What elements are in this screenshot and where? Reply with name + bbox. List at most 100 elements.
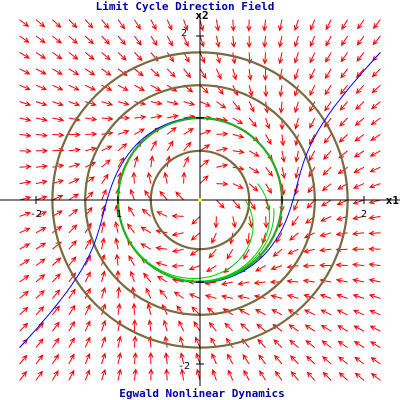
direction-arrow [248, 101, 255, 113]
direction-arrow [341, 19, 349, 30]
direction-arrow [352, 309, 365, 316]
direction-arrow [101, 303, 107, 315]
direction-arrow [270, 294, 283, 300]
direction-arrow [288, 324, 299, 332]
direction-arrow [68, 68, 80, 76]
direction-arrow [84, 238, 92, 250]
direction-arrow [179, 352, 185, 365]
x-tick-label: 2 [361, 209, 367, 220]
direction-arrow [253, 280, 266, 286]
direction-arrow [355, 101, 365, 110]
direction-arrow [306, 371, 316, 381]
direction-arrow [19, 164, 32, 170]
direction-arrow [134, 114, 147, 120]
direction-arrow [166, 19, 173, 31]
direction-arrow [134, 35, 142, 46]
direction-arrow [19, 179, 32, 186]
direction-arrow [308, 150, 316, 162]
direction-arrow [321, 340, 332, 348]
direction-arrow [220, 294, 233, 300]
direction-arrow [369, 150, 381, 157]
direction-arrow [226, 353, 234, 365]
direction-arrow [353, 166, 365, 174]
direction-arrow [263, 216, 269, 229]
direction-arrow [303, 293, 315, 299]
direction-arrow [309, 117, 316, 129]
direction-arrow [309, 68, 316, 80]
direction-arrow [35, 132, 49, 138]
direction-arrow [100, 220, 106, 233]
direction-arrow [117, 129, 130, 135]
direction-arrow [278, 101, 285, 114]
y-axis-label: x2 [195, 9, 208, 22]
direction-arrow [293, 35, 299, 48]
direction-arrow [101, 159, 111, 168]
direction-arrow [293, 101, 299, 114]
direction-arrow [224, 322, 234, 332]
direction-arrow [290, 371, 299, 381]
direction-arrow [232, 133, 245, 139]
direction-arrow [117, 143, 128, 152]
direction-arrow [117, 19, 126, 30]
direction-arrow [51, 353, 60, 365]
direction-arrow [35, 163, 49, 170]
direction-arrow [231, 216, 237, 229]
direction-arrow [262, 35, 268, 49]
direction-arrow [155, 245, 168, 251]
direction-arrow [85, 131, 98, 137]
direction-arrow [262, 52, 268, 65]
direction-arrow [294, 167, 300, 180]
direction-arrow [290, 355, 299, 365]
direction-arrow [188, 293, 201, 299]
direction-arrow [114, 237, 120, 250]
direction-arrow [227, 369, 234, 381]
direction-arrow [370, 341, 381, 349]
direction-arrow [248, 85, 254, 98]
direction-arrow [68, 19, 78, 29]
direction-arrow [35, 338, 44, 348]
direction-arrow [216, 101, 227, 109]
direction-arrow [356, 52, 365, 62]
direction-arrow [199, 159, 210, 168]
direction-arrow [309, 35, 316, 48]
direction-arrow [305, 339, 316, 348]
direction-arrow [101, 52, 111, 61]
direction-arrow [145, 287, 152, 299]
direction-arrow [84, 68, 96, 76]
direction-arrow [35, 305, 45, 316]
direction-arrow [100, 237, 106, 250]
direction-arrow [84, 271, 91, 283]
direction-arrow [68, 162, 81, 168]
direction-arrow [319, 247, 332, 253]
direction-arrow [146, 302, 152, 315]
direction-arrow [324, 84, 332, 96]
direction-arrow [52, 321, 60, 332]
direction-arrow [199, 101, 212, 107]
direction-arrow [280, 134, 286, 147]
direction-arrow [183, 156, 189, 168]
direction-arrow [216, 199, 225, 209]
direction-arrow [322, 371, 332, 381]
direction-arrow [68, 147, 81, 153]
direction-arrow [293, 68, 299, 81]
direction-arrow [265, 134, 272, 146]
direction-arrow [183, 19, 189, 32]
direction-arrow [178, 320, 185, 332]
direction-arrow [132, 319, 138, 332]
direction-arrow [351, 230, 365, 237]
direction-arrow [35, 101, 48, 107]
direction-arrow [289, 232, 299, 241]
direction-arrow [232, 101, 241, 111]
direction-arrow [254, 309, 266, 316]
direction-arrow [101, 19, 110, 29]
direction-arrow [52, 35, 62, 44]
direction-arrow [354, 117, 365, 126]
direction-arrow [339, 101, 348, 111]
direction-arrow [302, 278, 315, 284]
direction-arrow [211, 232, 217, 244]
direction-arrow [163, 171, 169, 184]
direction-arrow [370, 372, 381, 381]
direction-arrow [131, 302, 137, 315]
direction-arrow [214, 19, 221, 32]
direction-arrow [52, 68, 63, 75]
